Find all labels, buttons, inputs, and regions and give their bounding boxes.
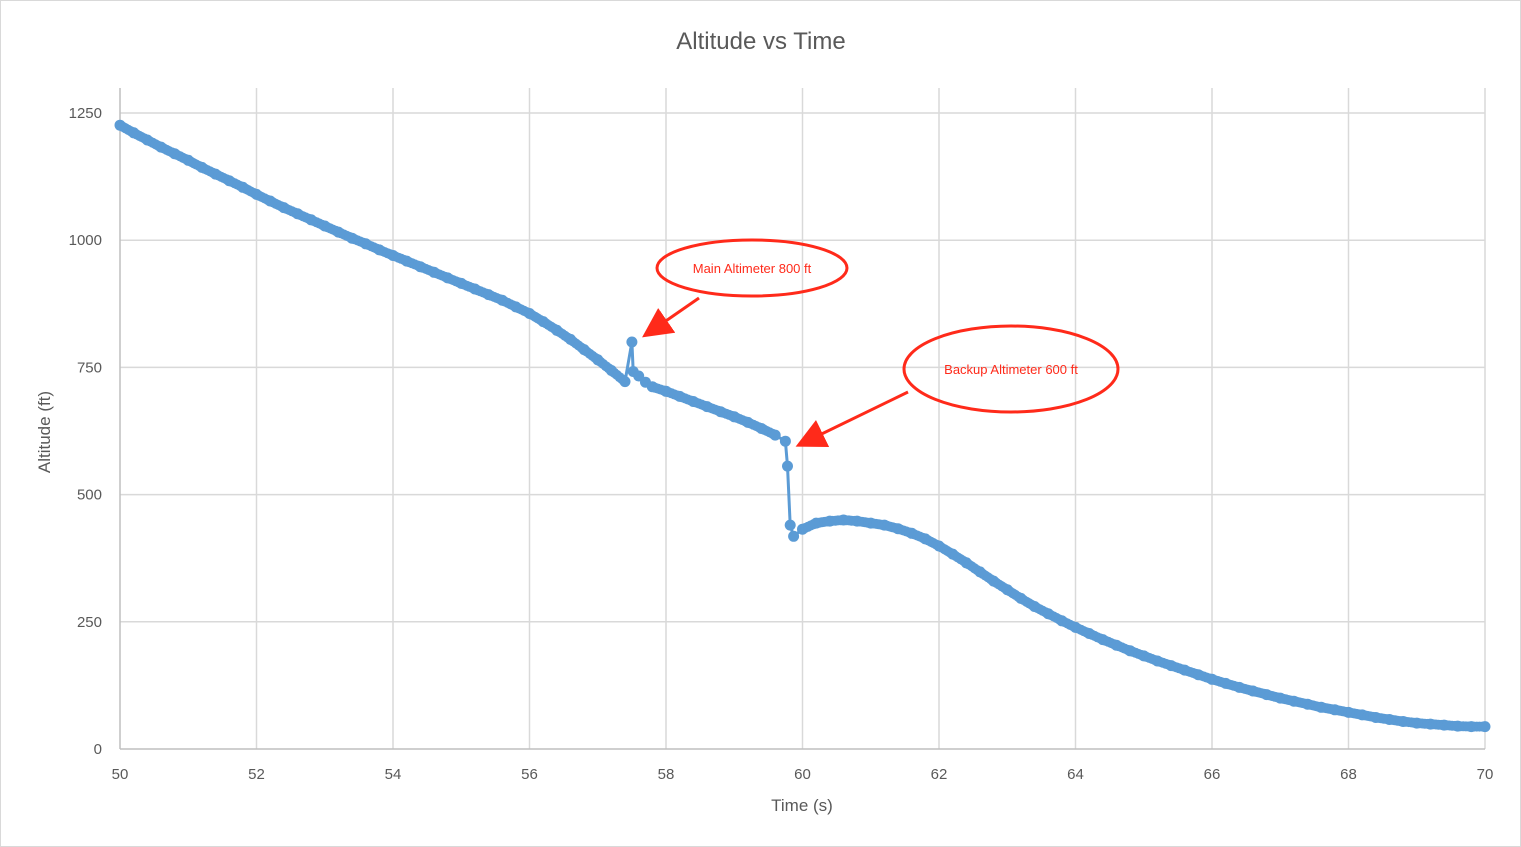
x-tick-label: 50	[112, 766, 129, 783]
annotation-arrow	[642, 296, 700, 338]
data-point	[1479, 721, 1491, 733]
data-point	[782, 460, 793, 472]
y-tick-label: 0	[94, 741, 102, 758]
y-tick-label: 250	[77, 614, 102, 631]
data-point	[626, 336, 638, 348]
annotation-arrow	[795, 390, 909, 448]
data-point	[769, 429, 781, 441]
annotation-ellipse	[902, 324, 1120, 414]
annotation-callout: Backup Altimeter 600 ft	[795, 324, 1120, 448]
annotation-callout: Main Altimeter 800 ft	[642, 238, 849, 338]
x-tick-label: 70	[1477, 766, 1494, 783]
x-tick-label: 66	[1204, 766, 1221, 783]
x-tick-label: 52	[248, 766, 265, 783]
x-tick-label: 64	[1067, 766, 1084, 783]
x-tick-label: 56	[521, 766, 538, 783]
y-tick-label: 1000	[69, 232, 102, 249]
data-point	[619, 376, 631, 388]
x-tick-label: 62	[931, 766, 948, 783]
x-tick-label: 68	[1340, 766, 1357, 783]
y-tick-label: 500	[77, 487, 102, 504]
chart-title: Altitude vs Time	[676, 28, 845, 55]
y-tick-label: 750	[77, 359, 102, 376]
annotation-text: Backup Altimeter 600 ft	[944, 362, 1078, 377]
y-axis-label: Altitude (ft)	[35, 391, 54, 473]
x-tick-label: 54	[385, 766, 402, 783]
series-altitude	[114, 119, 1491, 733]
annotation-text: Main Altimeter 800 ft	[693, 261, 812, 276]
annotations: Main Altimeter 800 ft Backup Altimeter 60…	[642, 238, 1120, 448]
y-tick-label: 1250	[69, 105, 102, 122]
axes: 0 250 500 750 1000 1250 50 52 54 56 58 60 62 64 66 68 70	[69, 88, 1494, 783]
annotation-ellipse	[655, 238, 849, 298]
x-tick-label: 58	[658, 766, 675, 783]
data-point	[779, 435, 791, 447]
x-axis-label: Time (s)	[771, 796, 833, 815]
data-point	[784, 519, 796, 531]
data-point	[788, 530, 800, 542]
x-tick-label: 60	[794, 766, 811, 783]
grid	[120, 88, 1486, 749]
